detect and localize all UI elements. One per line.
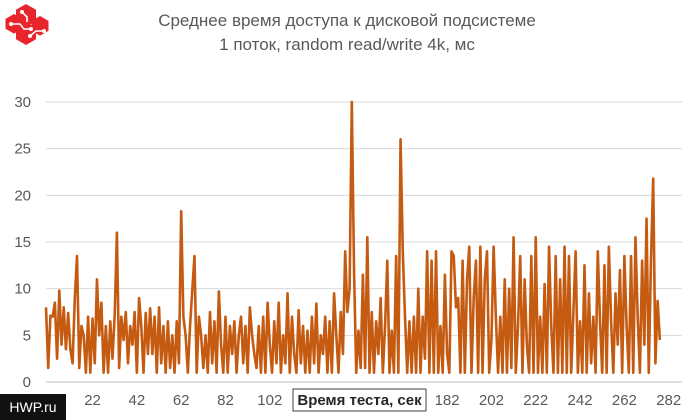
chart-title-line-1: Среднее время доступа к дисковой подсист… <box>158 11 536 30</box>
x-tick-label: 102 <box>257 392 282 409</box>
watermark-text: HWP.ru <box>9 399 56 415</box>
x-tick-label: 42 <box>129 392 146 409</box>
watermark: HWP.ru <box>0 394 66 420</box>
y-tick-label: 15 <box>14 234 31 251</box>
y-axis-ticks: 0 5 10 15 20 25 30 <box>14 94 31 391</box>
x-tick-label: 82 <box>217 392 234 409</box>
x-axis-title-text: Время теста, сек <box>297 392 422 409</box>
series-line-0 <box>44 100 662 374</box>
hexagon-circuit-logo-icon <box>5 4 49 45</box>
x-tick-label: 202 <box>479 392 504 409</box>
y-tick-label: 25 <box>14 141 31 158</box>
x-tick-label: 62 <box>173 392 190 409</box>
y-tick-label: 30 <box>14 94 31 111</box>
x-tick-label: 182 <box>435 392 460 409</box>
logo <box>5 4 49 45</box>
y-tick-label: 5 <box>23 327 31 344</box>
x-axis-title: Время теста, сек <box>292 388 427 412</box>
x-tick-label: 222 <box>523 392 548 409</box>
y-tick-label: 20 <box>14 187 31 204</box>
y-tick-label: 10 <box>14 281 31 298</box>
series-group <box>44 100 662 374</box>
watermark-box <box>0 394 66 420</box>
chart-title-line-2: 1 поток, random read/write 4k, мс <box>219 35 475 54</box>
x-tick-label: 282 <box>656 392 681 409</box>
x-tick-label: 242 <box>568 392 593 409</box>
y-tick-label: 0 <box>23 374 31 391</box>
x-tick-label: 22 <box>84 392 101 409</box>
x-tick-label: 262 <box>612 392 637 409</box>
x-axis-title-box <box>292 388 427 412</box>
